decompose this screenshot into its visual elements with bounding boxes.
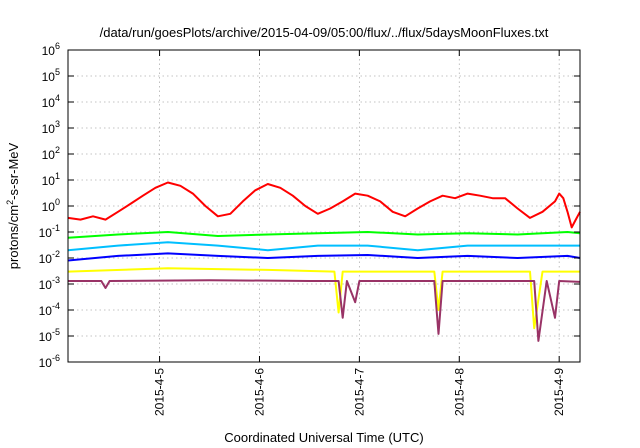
- y-axis-label-pre: protons/cm: [6, 205, 21, 269]
- y-tick-exponent: 2: [55, 145, 60, 155]
- y-axis-label-sup: 2: [5, 200, 15, 205]
- y-tick-base: 10: [39, 330, 53, 344]
- y-tick-exponent: -3: [52, 275, 60, 285]
- series-line-2: [67, 231, 581, 239]
- y-axis-label-post: -s-sr-MeV: [6, 142, 21, 199]
- y-tick-base: 10: [42, 96, 56, 110]
- series-line-3: [67, 241, 580, 252]
- y-tick-exponent: 0: [55, 197, 60, 207]
- y-tick-label: 10-5: [39, 327, 60, 344]
- y-tick-label: 100: [42, 197, 60, 214]
- y-tick-label: 10-1: [39, 223, 60, 240]
- series-line-4: [67, 252, 581, 262]
- y-tick-exponent: 5: [55, 67, 60, 77]
- chart-title: /data/run/goesPlots/archive/2015-04-09/0…: [100, 25, 549, 40]
- series-line-1: [67, 181, 581, 229]
- y-tick-base: 10: [42, 122, 56, 136]
- x-tick-label: 2015-4-7: [352, 368, 366, 416]
- y-tick-exponent: 6: [55, 41, 60, 51]
- y-tick-label: 105: [42, 67, 60, 84]
- y-tick-base: 10: [39, 304, 53, 318]
- y-tick-exponent: 3: [55, 119, 60, 129]
- y-tick-base: 10: [42, 200, 56, 214]
- y-tick-base: 10: [42, 70, 56, 84]
- y-tick-label: 10-4: [39, 301, 60, 318]
- grid-lines: [68, 50, 580, 362]
- series-layer: [67, 181, 581, 342]
- y-tick-base: 10: [39, 252, 53, 266]
- y-tick-label: 10-3: [39, 275, 60, 292]
- series-line-5: [67, 267, 580, 330]
- y-tick-label: 103: [42, 119, 60, 136]
- y-tick-exponent: -5: [52, 327, 60, 337]
- y-axis: 10-610-510-410-310-210-11001011021031041…: [39, 41, 580, 370]
- series-line-6: [68, 279, 581, 342]
- y-tick-label: 101: [42, 171, 60, 188]
- y-tick-base: 10: [42, 174, 56, 188]
- y-tick-base: 10: [39, 226, 53, 240]
- y-tick-base: 10: [39, 278, 53, 292]
- y-tick-exponent: 4: [55, 93, 60, 103]
- y-tick-label: 10-2: [39, 249, 60, 266]
- y-tick-label: 102: [42, 145, 60, 162]
- y-tick-base: 10: [42, 44, 56, 58]
- y-tick-label: 106: [42, 41, 60, 58]
- y-tick-exponent: -2: [52, 249, 60, 259]
- y-tick-label: 10-6: [39, 353, 60, 370]
- y-tick-exponent: -6: [52, 353, 60, 363]
- x-tick-label: 2015-4-6: [252, 368, 266, 416]
- y-tick-base: 10: [42, 148, 56, 162]
- y-tick-exponent: -1: [52, 223, 60, 233]
- x-axis: 2015-4-5 2015-4-6 2015-4-7 2015-4-8 2015-4-9: [153, 50, 566, 416]
- y-tick-exponent: -4: [52, 301, 60, 311]
- x-tick-label: 2015-4-5: [153, 368, 167, 416]
- x-axis-label: Coordinated Universal Time (UTC): [224, 430, 423, 445]
- y-axis-label: protons/cm2-s-sr-MeV: [5, 142, 21, 269]
- y-tick-label: 104: [42, 93, 60, 110]
- x-tick-label: 2015-4-9: [552, 368, 566, 416]
- y-tick-exponent: 1: [55, 171, 60, 181]
- y-tick-base: 10: [39, 356, 53, 370]
- x-tick-label: 2015-4-8: [452, 368, 466, 416]
